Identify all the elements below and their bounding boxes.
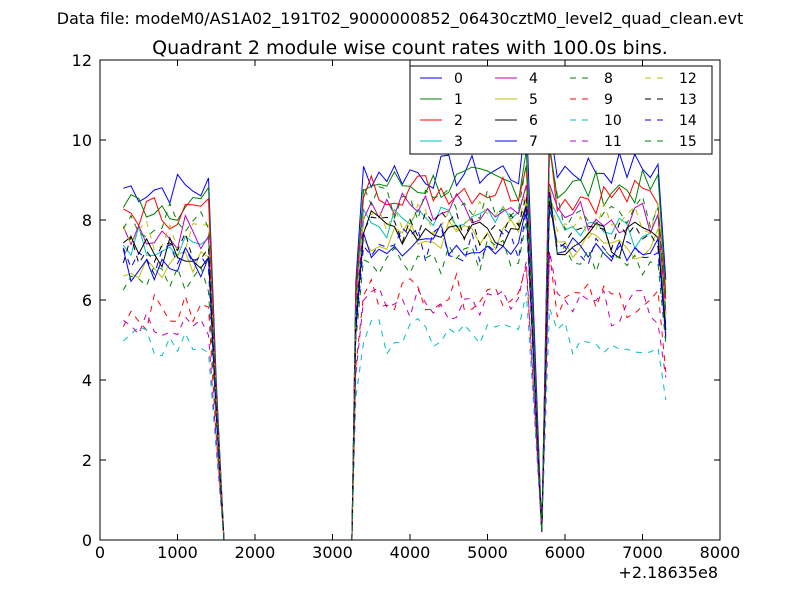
y-tick-label: 4 xyxy=(82,371,92,390)
series-line-12 xyxy=(122,185,667,540)
y-tick-label: 0 xyxy=(82,531,92,550)
legend-label-12: 12 xyxy=(679,71,697,87)
legend-label-2: 2 xyxy=(454,113,463,129)
chart-title: Quadrant 2 module wise count rates with … xyxy=(152,37,668,59)
series-line-0 xyxy=(123,114,667,540)
x-tick-label: 3000 xyxy=(312,543,353,562)
series-line-5 xyxy=(123,201,667,540)
x-tick-label: 4000 xyxy=(390,543,431,562)
data-file-suptitle: Data file: modeM0/AS1A02_191T02_90000008… xyxy=(57,9,743,29)
x-tick-label: 7000 xyxy=(622,543,663,562)
x-tick-label: 2000 xyxy=(235,543,276,562)
legend-label-14: 14 xyxy=(679,113,697,129)
series-line-10 xyxy=(122,292,667,540)
legend-label-9: 9 xyxy=(604,92,613,108)
series-line-4 xyxy=(122,183,667,540)
legend-label-1: 1 xyxy=(454,92,463,108)
x-tick-label: 0 xyxy=(95,543,105,562)
legend-label-5: 5 xyxy=(529,92,538,108)
x-tick-label: 6000 xyxy=(545,543,586,562)
legend-label-4: 4 xyxy=(529,71,538,87)
series-line-14 xyxy=(122,207,667,540)
x-offset-label: +2.18635e8 xyxy=(618,563,718,582)
y-tick-label: 8 xyxy=(82,211,92,230)
legend-box xyxy=(409,65,713,155)
ticks: 0 1000 2000 3000 4000 5000 6000 7000 80000246810… xyxy=(72,51,741,562)
series-line-2 xyxy=(123,143,667,540)
series-line-15 xyxy=(122,149,667,540)
x-tick-label: 5000 xyxy=(467,543,508,562)
x-tick-label: 8000 xyxy=(700,543,741,562)
series-line-13 xyxy=(122,195,667,540)
legend-label-7: 7 xyxy=(529,134,538,150)
x-tick-label: 1000 xyxy=(157,543,198,562)
legend-label-15: 15 xyxy=(679,134,697,150)
legend-label-6: 6 xyxy=(529,113,538,129)
y-tick-label: 12 xyxy=(72,51,92,70)
legend-label-8: 8 xyxy=(604,71,613,87)
legend-label-11: 11 xyxy=(604,134,622,150)
series-line-9 xyxy=(122,252,667,540)
series-line-8 xyxy=(122,197,667,540)
plot-lines xyxy=(122,114,667,540)
y-tick-label: 6 xyxy=(82,291,92,310)
y-tick-label: 2 xyxy=(82,451,92,470)
legend-label-3: 3 xyxy=(454,134,463,150)
series-line-1 xyxy=(122,145,667,540)
y-tick-label: 10 xyxy=(72,131,92,150)
legend-label-13: 13 xyxy=(679,92,697,108)
legend-label-10: 10 xyxy=(604,113,622,129)
series-line-11 xyxy=(123,250,667,540)
legend-label-0: 0 xyxy=(454,71,463,87)
